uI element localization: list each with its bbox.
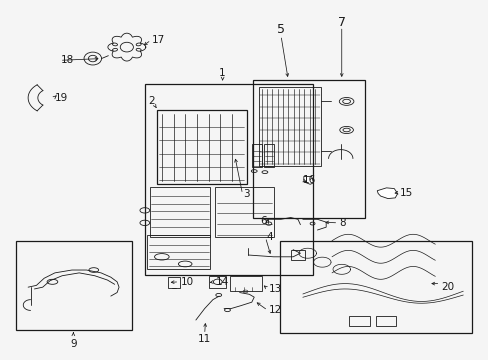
Bar [290, 249, 305, 260]
Text: 16: 16 [302, 175, 315, 185]
Bar [167, 277, 180, 288]
Bar [253, 80, 365, 217]
Text: 15: 15 [399, 188, 412, 198]
Bar [229, 276, 261, 292]
Bar [375, 316, 395, 326]
Text: 17: 17 [152, 35, 165, 45]
Bar [157, 111, 246, 184]
Bar [264, 144, 273, 167]
Text: 14: 14 [215, 277, 228, 287]
Bar [149, 187, 210, 237]
Text: 20: 20 [441, 282, 454, 292]
Text: 19: 19 [55, 93, 68, 103]
Bar [147, 235, 210, 269]
Bar [251, 144, 261, 167]
Text: 3: 3 [243, 189, 250, 199]
Bar [144, 84, 312, 275]
Text: 2: 2 [148, 96, 154, 107]
Text: 8: 8 [339, 218, 345, 228]
Text: 6: 6 [260, 216, 267, 226]
Bar [16, 241, 131, 330]
Text: 12: 12 [268, 305, 282, 315]
Bar [348, 316, 369, 326]
Polygon shape [303, 176, 313, 184]
Text: 7: 7 [337, 16, 345, 29]
Bar [215, 187, 273, 237]
Text: 9: 9 [70, 339, 77, 348]
Text: 18: 18 [61, 55, 74, 65]
Text: 5: 5 [276, 23, 285, 36]
Polygon shape [376, 188, 397, 199]
Text: 1: 1 [219, 68, 225, 78]
Text: 10: 10 [180, 277, 193, 287]
Text: 13: 13 [268, 284, 282, 294]
Bar [209, 276, 225, 288]
Text: 4: 4 [266, 232, 272, 242]
Text: 11: 11 [198, 334, 211, 344]
Bar [279, 241, 471, 333]
Bar [259, 87, 321, 166]
